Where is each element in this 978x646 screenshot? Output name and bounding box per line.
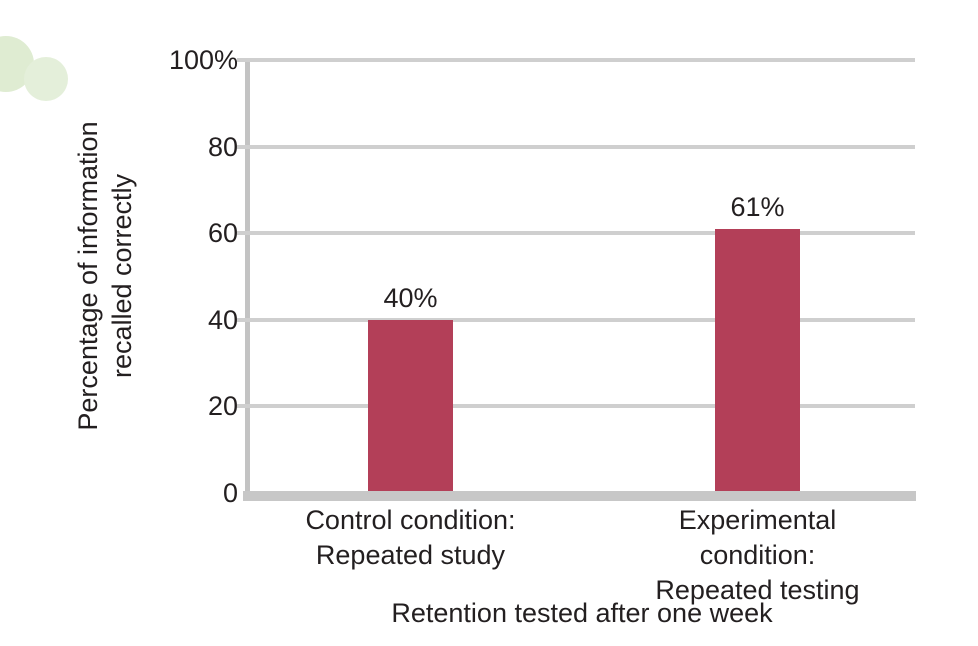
bar-2 (715, 228, 800, 491)
y-axis-title: Percentage of information recalled corre… (73, 121, 137, 431)
tick-mark-100 (237, 58, 250, 62)
gridline-100 (250, 58, 915, 62)
y-axis-line (245, 58, 250, 500)
y-tick-label-60: 60 (207, 218, 238, 249)
y-tick-label-80: 80 (207, 131, 238, 162)
category-label-2: Experimental condition: Repeated testing (655, 505, 860, 605)
gridline-20 (250, 404, 915, 409)
gridline-40 (250, 317, 915, 322)
tick-mark-40 (237, 317, 250, 322)
plot-area: 40% 61% (237, 58, 916, 501)
x-axis-title: Retention tested after one week (391, 598, 773, 628)
y-tick-label-0: 0 (222, 478, 238, 508)
bar-value-label-1: 40% (383, 282, 438, 313)
bar-1 (368, 319, 453, 491)
gridline-80 (250, 144, 915, 149)
tick-mark-20 (237, 404, 250, 409)
category-label-1: Control condition: Repeated study (305, 505, 516, 570)
y-tick-label-40: 40 (207, 304, 238, 335)
tick-mark-60 (237, 231, 250, 236)
x-axis-line (243, 491, 916, 501)
tick-mark-80 (237, 144, 250, 149)
bar-value-label-2: 61% (730, 191, 785, 222)
y-tick-label-20: 20 (207, 391, 238, 422)
y-tick-label-100: 100% (168, 45, 238, 75)
decorative-circle-small (24, 57, 68, 101)
gridline-60 (250, 231, 915, 236)
